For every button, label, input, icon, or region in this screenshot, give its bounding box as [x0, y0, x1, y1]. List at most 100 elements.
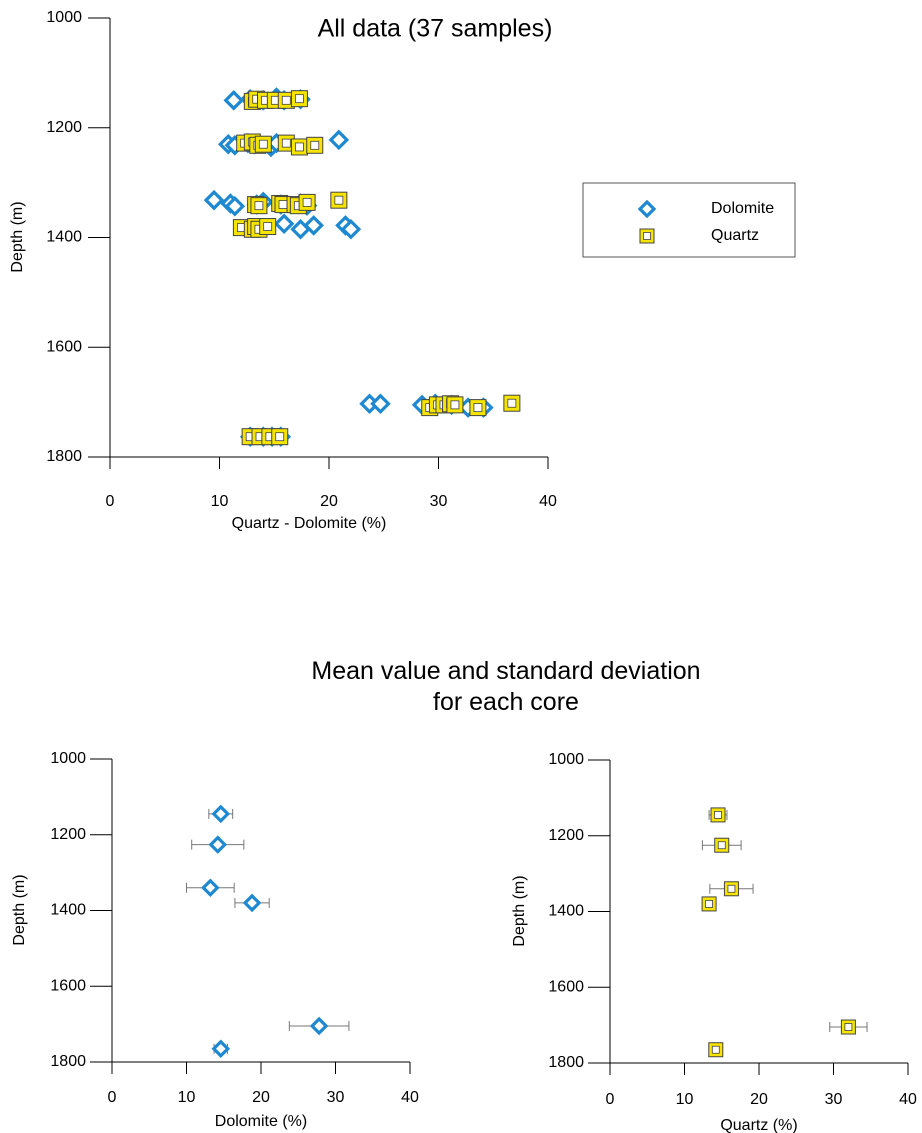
point: [250, 197, 268, 215]
point: [723, 881, 739, 897]
point: [211, 1039, 231, 1059]
x-tick-label: 40: [899, 1091, 917, 1108]
marker-center: [473, 403, 483, 413]
marker-shape: [303, 215, 324, 236]
y-tick-label: 1600: [46, 338, 82, 355]
marker-center: [302, 197, 312, 207]
point: [203, 189, 225, 211]
x-tick-label: 10: [676, 1091, 694, 1108]
y-tick-label: 1800: [46, 448, 82, 465]
marker-center: [711, 1045, 720, 1054]
point: [306, 136, 324, 154]
point: [224, 195, 246, 217]
y-tick-label: 1400: [548, 903, 584, 920]
point: [714, 837, 730, 853]
point: [298, 193, 316, 211]
point: [840, 1019, 856, 1035]
marker-shape: [208, 835, 228, 854]
marker-center: [450, 400, 460, 410]
y-tick-label: 1200: [548, 827, 584, 844]
y-tick-label: 1400: [50, 902, 86, 919]
marker-shape: [201, 878, 220, 898]
legend-marker: [637, 199, 657, 219]
point: [242, 893, 262, 913]
point: [254, 135, 272, 153]
marker-center: [275, 432, 285, 442]
point: [211, 804, 231, 824]
y-tick-label: 1600: [50, 977, 86, 994]
legend-label: Quartz: [711, 227, 759, 244]
y-tick-label: 1600: [548, 978, 584, 995]
point: [208, 835, 228, 854]
marker-center: [281, 95, 291, 105]
y-tick-label: 1200: [46, 119, 82, 136]
x-tick-label: 20: [750, 1091, 768, 1108]
point: [446, 396, 464, 414]
marker-center: [714, 811, 722, 819]
marker-shape: [637, 199, 657, 219]
x-tick-label: 30: [430, 493, 448, 510]
marker-center: [507, 398, 517, 408]
marker-center: [705, 900, 713, 908]
point: [469, 399, 487, 417]
x-axis-label: Quartz - Dolomite (%): [232, 515, 387, 532]
y-tick-label: 1800: [548, 1054, 584, 1071]
x-tick-label: 0: [108, 1089, 117, 1106]
y-tick-label: 1000: [50, 750, 86, 767]
x-tick-label: 20: [252, 1089, 270, 1106]
point: [370, 393, 391, 415]
x-tick-label: 10: [211, 493, 229, 510]
marker-shape: [340, 219, 362, 240]
marker-center: [258, 139, 268, 149]
y-tick-label: 1800: [50, 1053, 86, 1070]
point: [503, 394, 521, 412]
marker-shape: [211, 804, 231, 824]
marker-center: [281, 138, 291, 148]
marker-center: [844, 1023, 853, 1031]
chart-title: All data (37 samples): [318, 15, 553, 43]
point: [201, 878, 220, 898]
x-tick-label: 20: [320, 493, 338, 510]
marker-center: [727, 884, 736, 893]
point: [701, 896, 717, 912]
figure-title: Mean value and standard deviation for ea…: [311, 657, 701, 716]
point: [708, 1042, 724, 1058]
marker-center: [643, 232, 651, 240]
point: [330, 191, 348, 209]
point: [290, 138, 308, 156]
x-tick-label: 0: [606, 1091, 615, 1108]
marker-shape: [224, 195, 246, 217]
x-tick-label: 30: [327, 1089, 345, 1106]
legend-box: [582, 182, 796, 258]
marker-shape: [203, 189, 225, 211]
marker-center: [254, 201, 264, 211]
marker-center: [295, 94, 304, 104]
point: [223, 90, 244, 111]
marker-shape: [370, 393, 391, 415]
point: [259, 218, 277, 236]
point: [271, 428, 289, 446]
point: [290, 90, 308, 108]
y-axis-label: Depth (m): [11, 874, 28, 945]
x-tick-label: 40: [401, 1089, 419, 1106]
y-tick-label: 1400: [46, 229, 82, 246]
x-tick-label: 0: [106, 493, 115, 510]
marker-center: [310, 140, 320, 150]
point: [710, 807, 726, 823]
y-tick-label: 1000: [46, 9, 82, 26]
x-tick-label: 10: [178, 1089, 196, 1106]
y-axis-label: Depth (m): [511, 875, 528, 946]
marker-center: [263, 222, 273, 231]
marker-shape: [309, 1016, 329, 1036]
x-axis-label: Quartz (%): [720, 1117, 797, 1133]
point: [340, 219, 362, 240]
legend-label: Dolomite: [711, 200, 774, 217]
marker-center: [717, 841, 726, 850]
point: [328, 129, 350, 151]
x-tick-label: 30: [825, 1091, 843, 1108]
marker-center: [278, 200, 288, 209]
y-axis-label: Depth (m): [9, 201, 26, 272]
point: [309, 1016, 329, 1036]
